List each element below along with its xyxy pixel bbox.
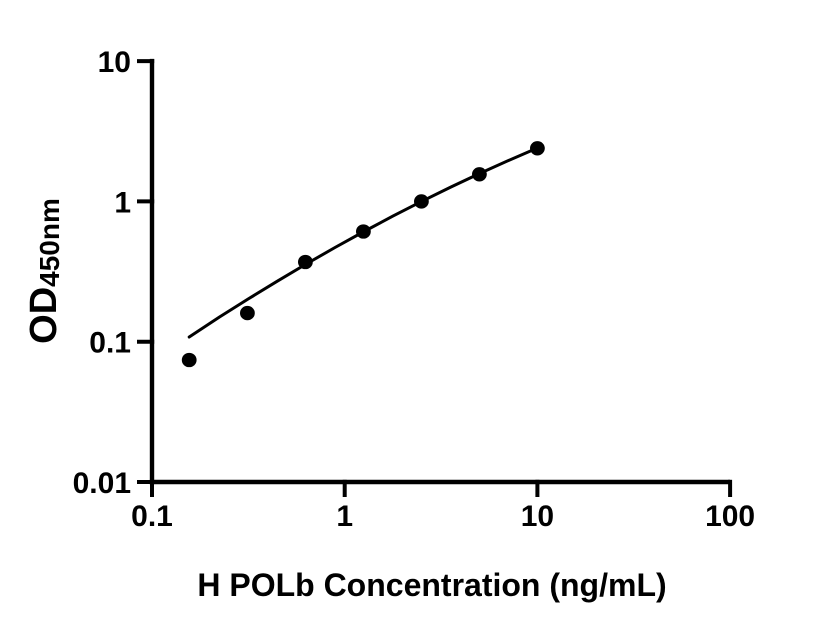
y-tick-label: 1	[114, 186, 131, 219]
y-axis-label: OD450nm	[23, 198, 65, 344]
y-axis-label-subscript: 450nm	[34, 198, 65, 287]
data-points	[181, 141, 545, 368]
data-point-marker	[472, 167, 487, 182]
data-point-marker	[356, 224, 371, 239]
data-point-marker	[414, 194, 429, 209]
axes	[137, 58, 733, 497]
data-point-marker	[181, 352, 197, 368]
y-tick-label: 0.1	[89, 327, 131, 360]
x-tick-label: 10	[521, 500, 554, 533]
x-tick-label: 1	[336, 500, 353, 533]
y-tick-label: 0.01	[73, 467, 131, 500]
data-point-marker	[240, 305, 255, 321]
x-tick-label: 100	[705, 500, 755, 533]
data-point-marker	[530, 141, 545, 156]
x-axis-label: H POLb Concentration (ng/mL)	[197, 567, 666, 603]
y-axis-label-main: OD	[23, 287, 65, 344]
x-tick-label: 0.1	[131, 500, 173, 533]
data-point-marker	[298, 254, 313, 270]
y-tick-label: 10	[98, 46, 131, 79]
